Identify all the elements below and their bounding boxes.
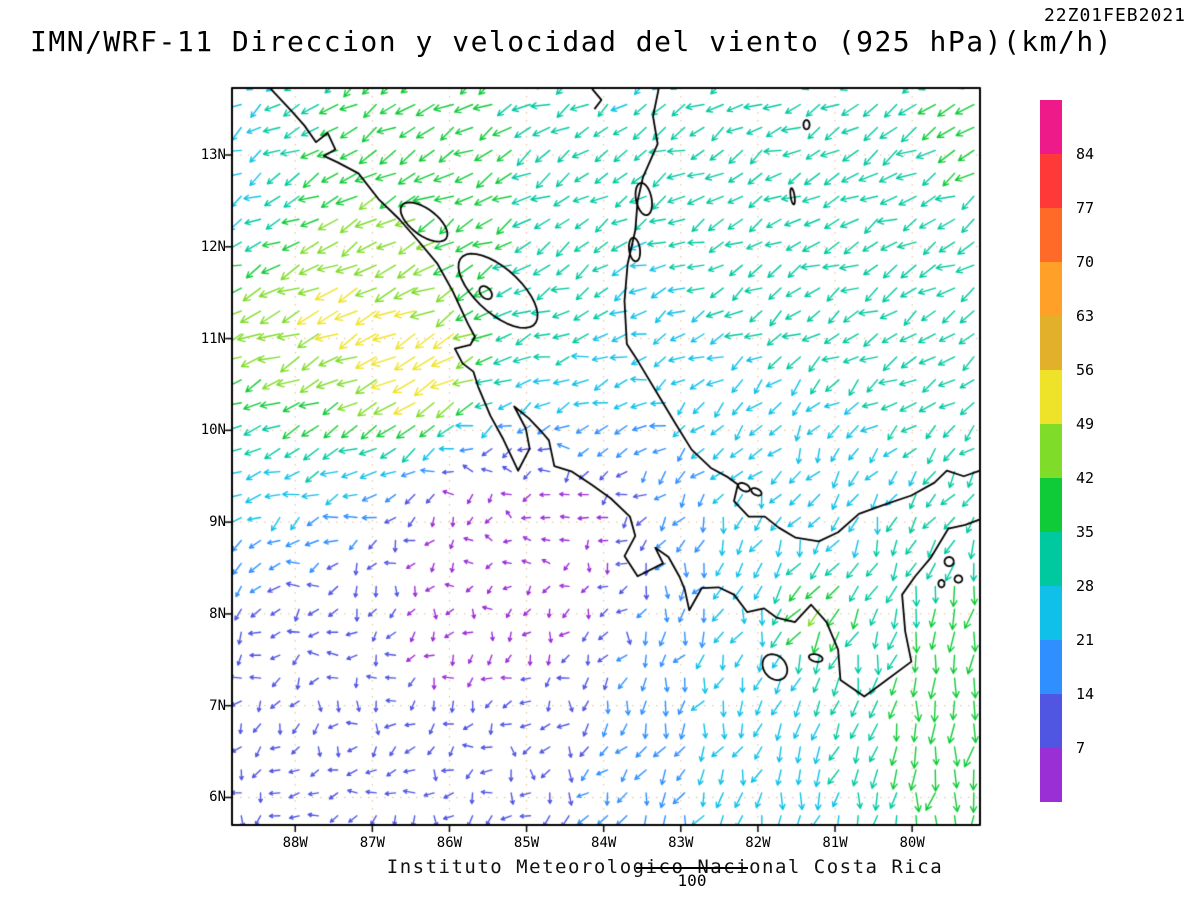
lon-tick-label: 80W: [899, 835, 925, 851]
lat-tick-label: 13N: [200, 147, 226, 163]
lat-tick-label: 11N: [200, 330, 226, 347]
colorbar-tick-label: 28: [1076, 577, 1095, 595]
colorbar-segment: [1040, 424, 1062, 478]
colorbar-segment: [1040, 316, 1062, 370]
colorbar-tick-label: 49: [1076, 415, 1095, 433]
colorbar-segment: [1040, 640, 1062, 694]
colorbar-segment: [1040, 586, 1062, 640]
map-plot-area: 6N 7N 8N 9N 10N 11N 12N 13N 88W 87W 86W 85W 84W 83W 82…: [201, 78, 990, 851]
scale-bar-line: [636, 867, 748, 869]
wind-vector-map-canvas: [222, 78, 990, 835]
lon-tick-label: 82W: [745, 835, 771, 851]
lon-tick-label: 86W: [436, 835, 463, 851]
colorbar-tick-label: 7: [1076, 739, 1086, 757]
lat-tick-label: 8N: [209, 605, 226, 622]
lat-tick-label: 10N: [200, 422, 226, 439]
colorbar-segment: [1040, 748, 1062, 802]
colorbar-tick-label: 42: [1076, 469, 1095, 487]
colorbar-segment: [1040, 370, 1062, 424]
colorbar-tick-label: 77: [1076, 199, 1095, 217]
colorbar-segment: [1040, 154, 1062, 208]
scale-bar-label: 100: [677, 871, 707, 890]
colorbar-segment: [1040, 262, 1062, 316]
lat-tick-label: 7N: [209, 697, 226, 714]
colorbar-segment: [1040, 694, 1062, 748]
colorbar: [1040, 100, 1062, 802]
lon-tick-label: 85W: [513, 835, 540, 851]
colorbar-tick-label: 63: [1076, 307, 1095, 325]
colorbar-segment: [1040, 100, 1062, 154]
colorbar-tick-label: 56: [1076, 361, 1095, 379]
colorbar-tick-label: 35: [1076, 523, 1095, 541]
colorbar-segment: [1040, 478, 1062, 532]
lon-tick-label: 84W: [591, 835, 617, 851]
lon-tick-label: 88W: [282, 835, 308, 851]
lat-tick-label: 12N: [200, 238, 226, 255]
lon-tick-label: 81W: [822, 835, 848, 851]
colorbar-tick-label: 70: [1076, 253, 1095, 271]
colorbar-segment: [1040, 532, 1062, 586]
colorbar-tick-label: 84: [1076, 145, 1095, 163]
lat-tick-label: 6N: [209, 789, 226, 806]
run-timestamp: 22Z01FEB2021: [1043, 5, 1186, 26]
colorbar-segment: [1040, 208, 1062, 262]
lon-tick-label: 83W: [668, 835, 694, 851]
page-title: IMN/WRF-11 Direccion y velocidad del vie…: [30, 25, 1114, 58]
lat-tick-label: 9N: [209, 514, 226, 531]
colorbar-tick-label: 14: [1076, 685, 1095, 703]
lon-tick-label: 87W: [359, 835, 385, 851]
colorbar-tick-label: 21: [1076, 631, 1095, 649]
